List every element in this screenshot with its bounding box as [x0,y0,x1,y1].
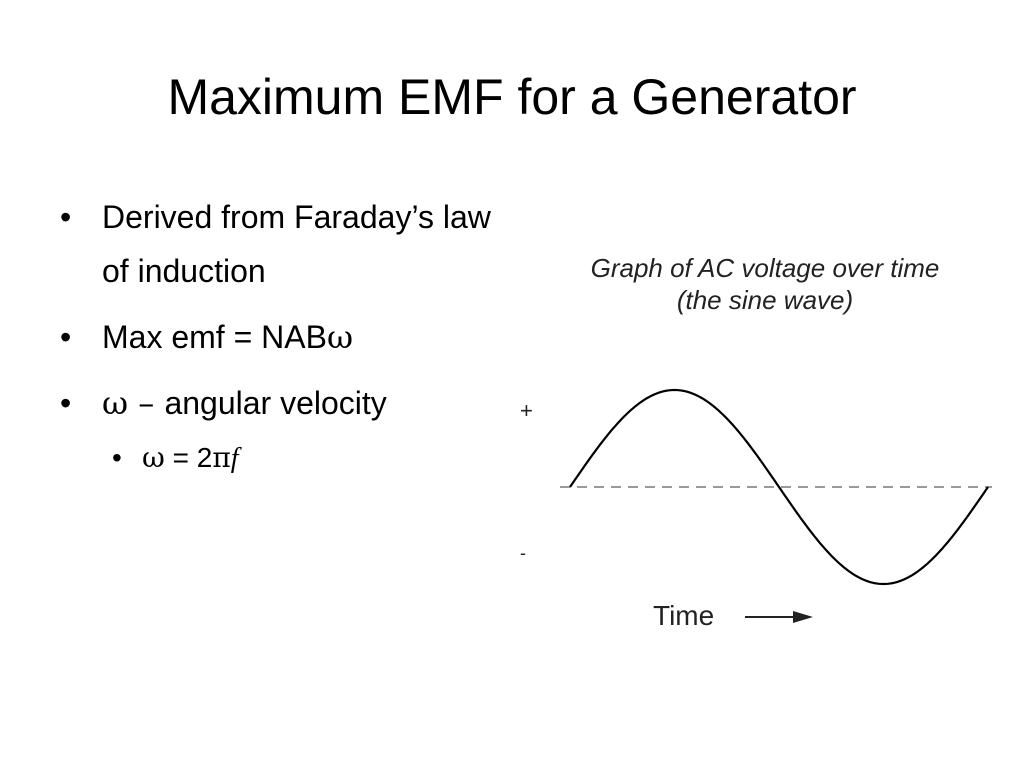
omega-symbol: ω [142,441,165,474]
slide-title: Maximum EMF for a Generator [167,69,857,125]
time-axis-label: Time [653,600,715,631]
dash-symbol: – [128,384,165,422]
formula-text: = 2 [164,442,213,473]
omega-symbol: ω [326,318,354,356]
bullet-dot: • [112,442,122,473]
bullet-angular-velocity: • ω – angular velocity [60,376,500,430]
sub-bullet-omega-formula: • ω = 2πf [112,438,500,479]
pi-symbol: π [212,441,231,474]
positive-label: + [520,398,533,423]
omega-symbol: ω [102,384,129,422]
bullet-derived: • Derived from Faraday’s law of inductio… [60,190,500,298]
negative-label: - [520,543,526,563]
bullet-text: Derived from Faraday’s law of induction [102,199,491,289]
bullet-max-emf: • Max emf = NABω [60,310,500,364]
bullet-dot: • [60,199,72,235]
graph-title-line1: Graph of AC voltage over time [590,253,940,283]
bullet-dot: • [60,385,72,421]
sine-wave [569,388,989,586]
frequency-symbol: f [230,443,239,474]
bullet-list: • Derived from Faraday’s law of inductio… [60,190,500,491]
bullet-text: angular velocity [164,385,387,421]
bullet-dot: • [60,319,72,355]
arrow-right-icon [745,611,813,623]
sine-wave-graph [560,388,992,586]
graph-title: Graph of AC voltage over time (the sine … [540,252,990,316]
graph-title-line2: (the sine wave) [676,285,854,315]
bullet-text: Max emf = NAB [102,319,327,355]
